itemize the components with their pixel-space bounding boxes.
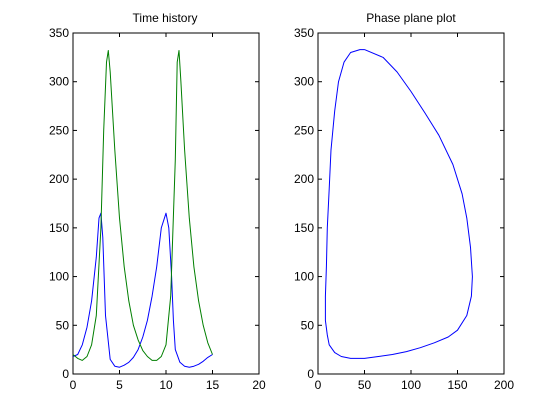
x-tick-label: 200 [494,378,514,392]
chart-phase-plane: Phase plane plot 0 50 100 150 200 0 50 100 150 2… [294,11,514,392]
series-line-1 [72,212,213,368]
x-tick-label: 0 [70,378,77,392]
y-tick-label: 150 [49,221,69,235]
chart-title: Time history [133,11,198,25]
y-tick-label: 50 [301,318,315,332]
y-tick-label: 200 [294,172,314,186]
series-group [72,50,213,368]
y-tick-label: 350 [294,26,314,40]
y-tick-label: 0 [307,367,314,381]
x-tick-label: 100 [401,378,421,392]
y-tick-label: 100 [294,270,314,284]
y-tick-label: 250 [49,123,69,137]
x-axis-ticks: 0 50 100 150 200 [315,33,514,392]
x-tick-label: 0 [315,378,322,392]
series-group [324,49,473,359]
y-tick-label: 300 [294,75,314,89]
y-tick-label: 150 [294,221,314,235]
y-tick-label: 100 [49,270,69,284]
y-tick-label: 0 [62,367,69,381]
y-axis-ticks: 0 50 100 150 200 250 300 350 [294,26,504,381]
x-tick-label: 15 [206,378,220,392]
x-tick-label: 150 [447,378,467,392]
chart-title: Phase plane plot [366,11,456,25]
axes-box [72,32,260,375]
x-tick-label: 10 [159,378,173,392]
y-tick-label: 350 [49,26,69,40]
series-line-1 [324,49,473,359]
x-axis-ticks: 0 5 10 15 20 [70,33,266,392]
x-tick-label: 20 [252,378,266,392]
y-tick-label: 300 [49,75,69,89]
y-tick-label: 250 [294,123,314,137]
chart-time-history: Time history 0 5 10 15 20 0 50 100 150 200 250 300… [49,11,266,392]
x-tick-label: 50 [358,378,372,392]
axes-box [317,32,505,375]
y-tick-label: 50 [56,318,70,332]
y-tick-label: 200 [49,172,69,186]
y-axis-ticks: 0 50 100 150 200 250 300 350 [49,26,259,381]
x-tick-label: 5 [116,378,123,392]
series-line-2 [72,50,213,361]
